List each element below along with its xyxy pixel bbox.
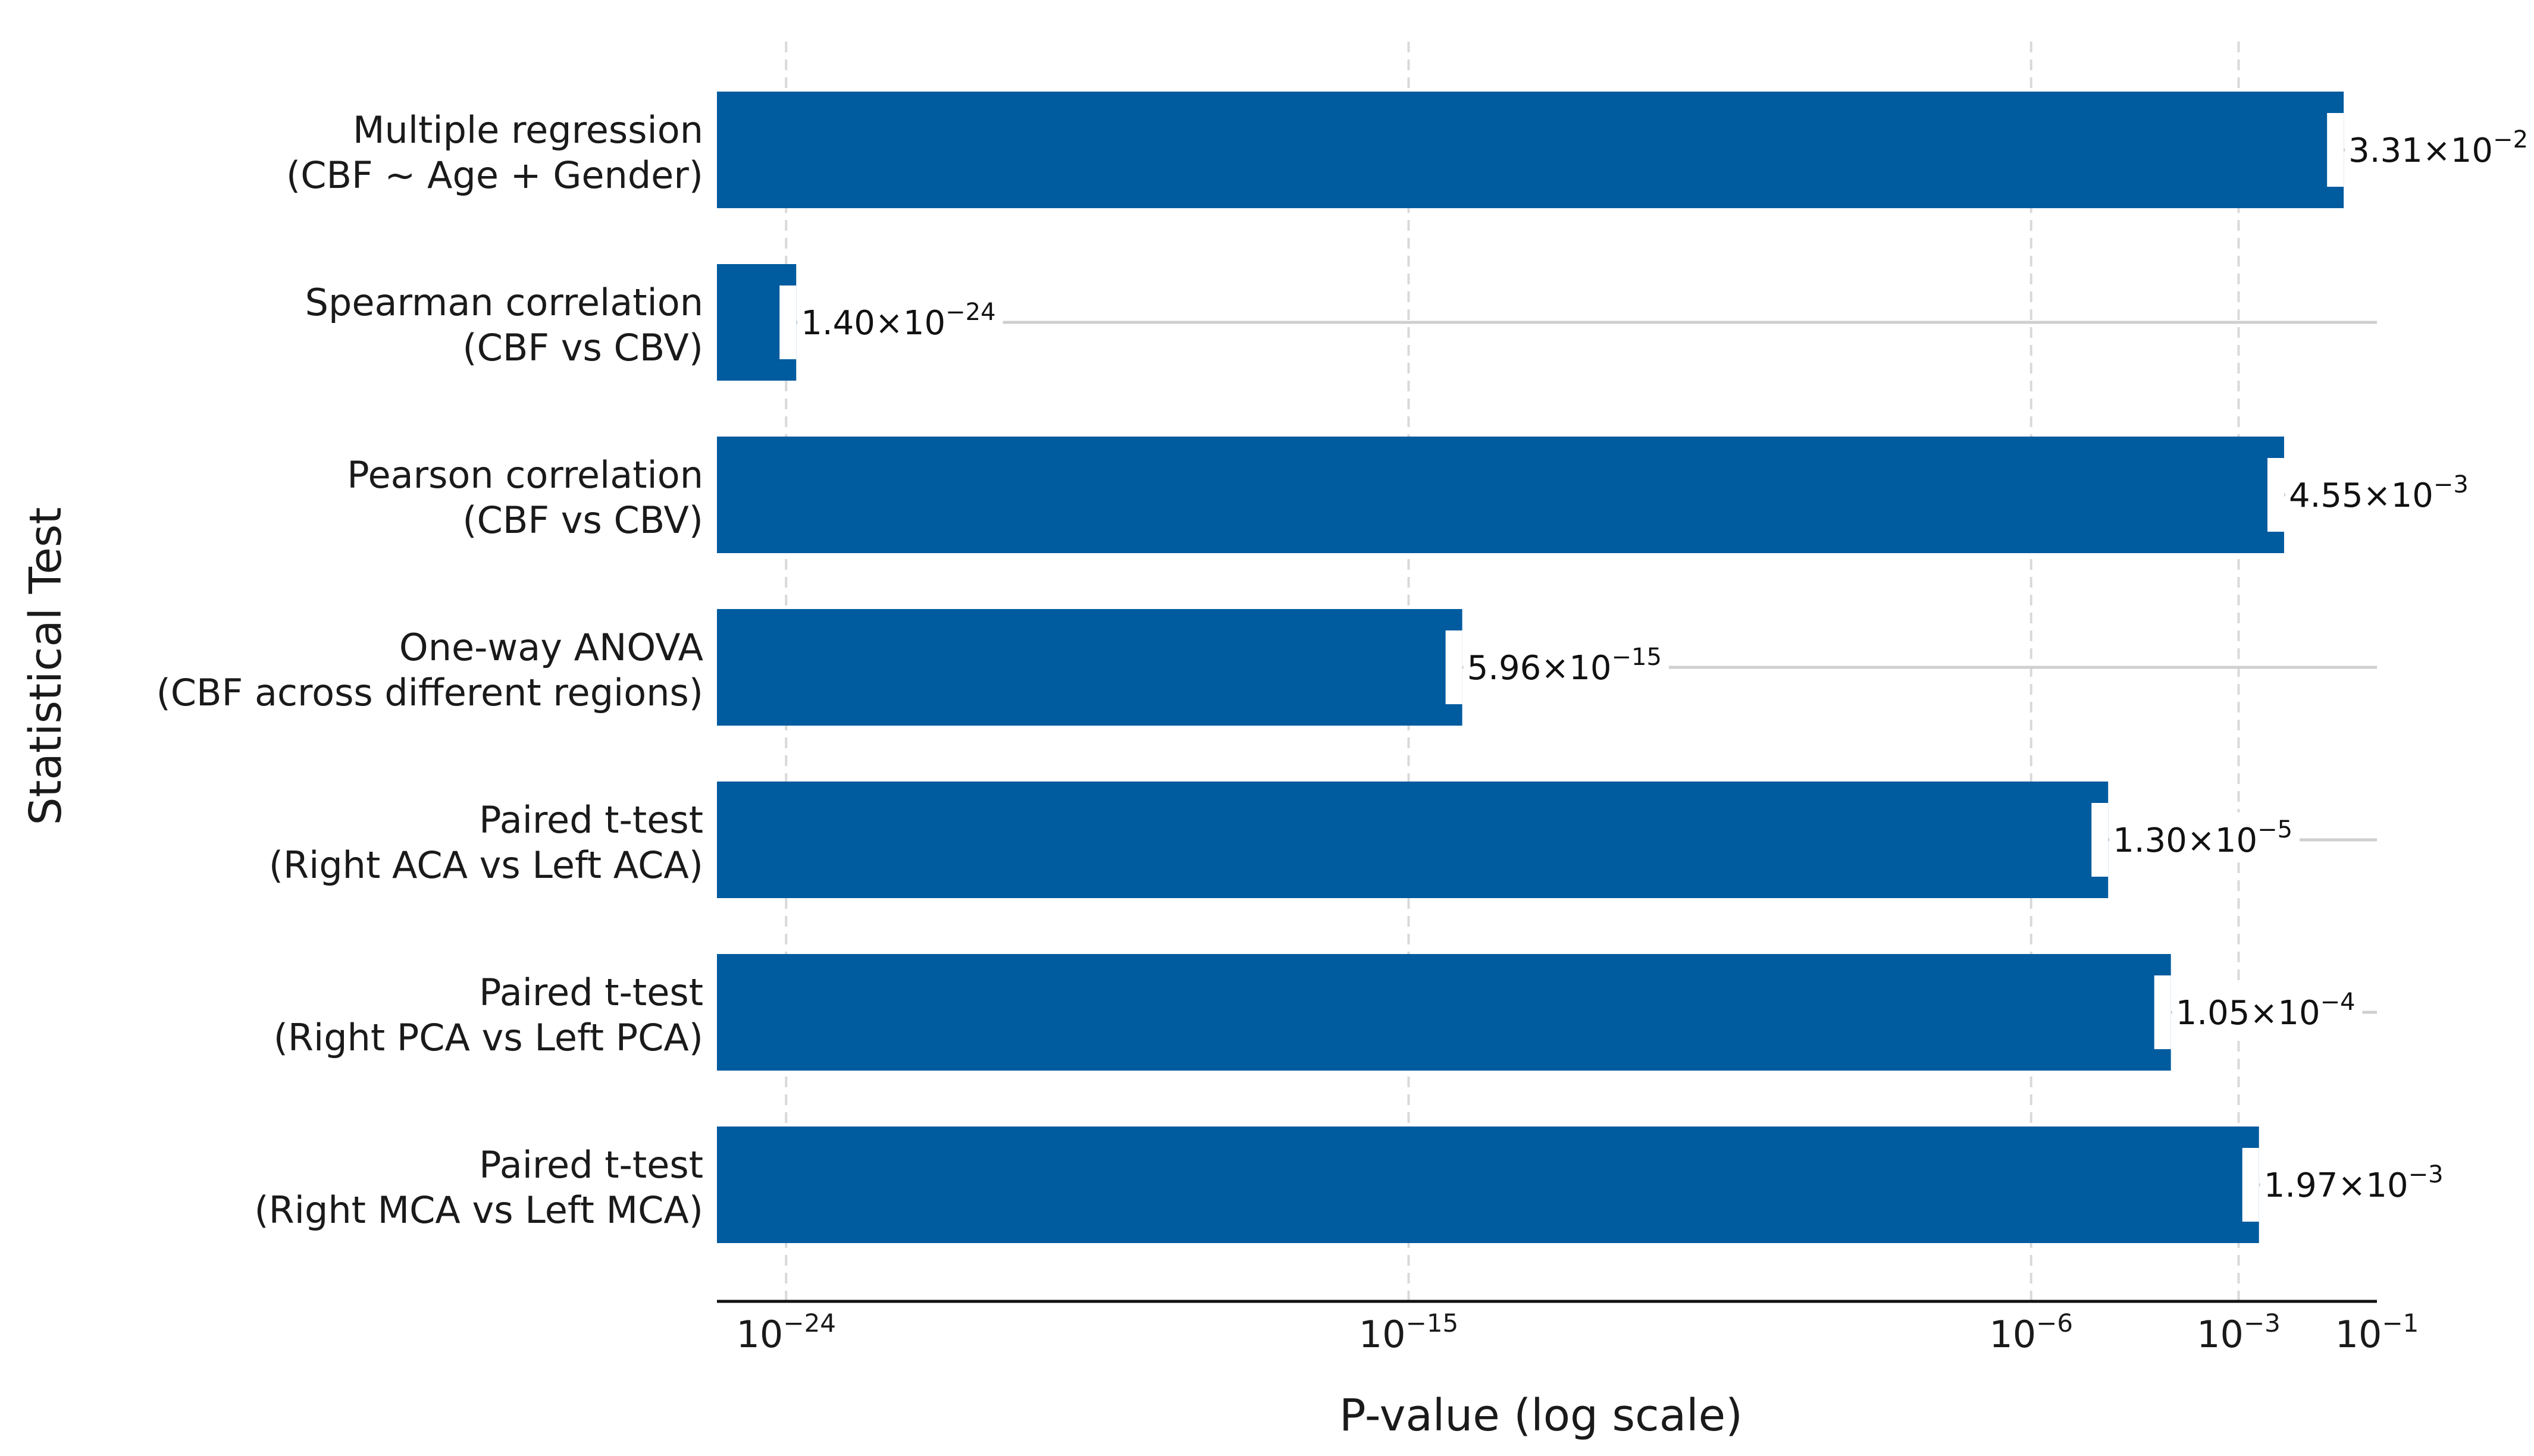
data-label-6: 1.97×10−3 xyxy=(2264,1161,2444,1205)
data-label-background-5 xyxy=(2172,985,2363,1035)
x-tick-exponent-2: −6 xyxy=(2036,1308,2073,1338)
data-label-exponent-3: −15 xyxy=(1611,644,1661,671)
bar-notch-0 xyxy=(2327,113,2344,187)
data-label-background-6 xyxy=(2260,1157,2451,1207)
bars xyxy=(717,92,2344,1243)
category-label-line1-1: Spearman correlation xyxy=(305,281,703,324)
bar-notch-1 xyxy=(779,285,797,359)
category-label-4: Paired t-test (Right ACA vs Left ACA) xyxy=(269,798,703,887)
x-tick-base-4: 10 xyxy=(2335,1313,2382,1356)
data-label-mantissa-6: 1.97×10 xyxy=(2264,1166,2408,1205)
data-label-mantissa-1: 1.40×10 xyxy=(801,304,945,343)
category-label-6: Paired t-test (Right MCA vs Left MCA) xyxy=(254,1143,703,1232)
category-label-line1-2: Pearson correlation xyxy=(347,453,703,497)
x-axis-title: P-value (log scale) xyxy=(1339,1390,1743,1441)
x-tick-label-0: 10−24 xyxy=(736,1308,836,1356)
data-labels: 3.31×10−21.40×10−244.55×10−35.96×10−151.… xyxy=(797,123,2534,1207)
bar-4 xyxy=(717,782,2109,898)
data-label-background-0 xyxy=(2345,123,2534,172)
x-tick-base-3: 10 xyxy=(2197,1313,2244,1356)
bar-5 xyxy=(717,954,2171,1071)
data-label-4: 1.30×10−5 xyxy=(2113,816,2292,860)
x-tick-label-2: 10−6 xyxy=(1989,1308,2073,1356)
y-axis-title: Statistical Test xyxy=(20,507,71,826)
category-label-line2-5: (Right PCA vs Left PCA) xyxy=(274,1016,703,1059)
data-label-mantissa-2: 4.55×10 xyxy=(2289,476,2433,515)
category-label-line1-0: Multiple regression xyxy=(353,108,703,152)
x-tick-label-3: 10−3 xyxy=(2197,1308,2281,1356)
category-label-line2-6: (Right MCA vs Left MCA) xyxy=(254,1188,703,1232)
bar-notch-6 xyxy=(2242,1148,2259,1222)
category-label-0: Multiple regression (CBF ~ Age + Gender) xyxy=(286,108,703,197)
x-tick-exponent-3: −3 xyxy=(2244,1308,2281,1338)
data-label-exponent-6: −3 xyxy=(2408,1161,2444,1188)
data-label-mantissa-5: 1.05×10 xyxy=(2176,994,2320,1033)
data-label-mantissa-4: 1.30×10 xyxy=(2113,821,2257,860)
data-label-exponent-5: −4 xyxy=(2320,989,2356,1016)
category-label-line1-6: Paired t-test xyxy=(479,1143,703,1187)
data-label-exponent-4: −5 xyxy=(2257,816,2292,843)
category-label-line1-3: One-way ANOVA xyxy=(399,626,703,669)
bar-6 xyxy=(717,1126,2259,1243)
bar-notch-5 xyxy=(2154,975,2171,1049)
bar-0 xyxy=(717,92,2344,208)
data-label-5: 1.05×10−4 xyxy=(2176,989,2356,1033)
data-label-exponent-1: −24 xyxy=(945,299,995,326)
x-tick-exponent-4: −1 xyxy=(2382,1308,2419,1338)
x-tick-exponent-0: −24 xyxy=(783,1308,836,1338)
data-label-background-2 xyxy=(2285,467,2476,517)
bar-2 xyxy=(717,437,2284,553)
data-label-exponent-0: −2 xyxy=(2493,126,2528,153)
category-label-3: One-way ANOVA (CBF across different regio… xyxy=(156,626,703,714)
data-label-0: 3.31×10−2 xyxy=(2348,126,2528,170)
data-label-exponent-2: −3 xyxy=(2433,471,2469,498)
category-label-line1-5: Paired t-test xyxy=(479,971,703,1014)
data-label-mantissa-0: 3.31×10 xyxy=(2348,131,2493,170)
data-label-3: 5.96×10−15 xyxy=(1467,644,1662,688)
category-label-line2-0: (CBF ~ Age + Gender) xyxy=(286,153,703,197)
bar-notch-2 xyxy=(2267,458,2284,532)
x-tick-exponent-1: −15 xyxy=(1406,1308,1459,1338)
data-label-background-4 xyxy=(2109,812,2300,862)
category-label-1: Spearman correlation (CBF vs CBV) xyxy=(305,281,703,369)
category-label-5: Paired t-test (Right PCA vs Left PCA) xyxy=(274,971,703,1059)
category-label-line1-4: Paired t-test xyxy=(479,798,703,842)
data-label-2: 4.55×10−3 xyxy=(2289,471,2469,515)
x-tick-label-1: 10−15 xyxy=(1359,1308,1459,1356)
category-labels: Multiple regression (CBF ~ Age + Gender) S… xyxy=(156,108,703,1232)
bar-notch-4 xyxy=(2091,803,2109,877)
x-tick-base-1: 10 xyxy=(1359,1313,1406,1356)
category-label-line2-4: (Right ACA vs Left ACA) xyxy=(269,843,703,887)
category-label-line2-2: (CBF vs CBV) xyxy=(462,498,703,542)
category-label-line2-1: (CBF vs CBV) xyxy=(462,326,703,369)
x-tick-labels: 10−24 10−15 10−6 10−3 10−1 xyxy=(736,1308,2419,1356)
category-label-line2-3: (CBF across different regions) xyxy=(156,671,703,714)
x-tick-base-0: 10 xyxy=(736,1313,783,1356)
x-tick-base-2: 10 xyxy=(1989,1313,2036,1356)
bar-3 xyxy=(717,609,1462,726)
data-label-mantissa-3: 5.96×10 xyxy=(1467,649,1612,688)
bar-notch-3 xyxy=(1445,630,1462,704)
data-label-background-1 xyxy=(797,295,1003,345)
category-label-2: Pearson correlation (CBF vs CBV) xyxy=(347,453,703,542)
data-label-1: 1.40×10−24 xyxy=(801,299,995,343)
data-label-background-3 xyxy=(1463,640,1669,690)
x-tick-label-4: 10−1 xyxy=(2335,1308,2419,1356)
